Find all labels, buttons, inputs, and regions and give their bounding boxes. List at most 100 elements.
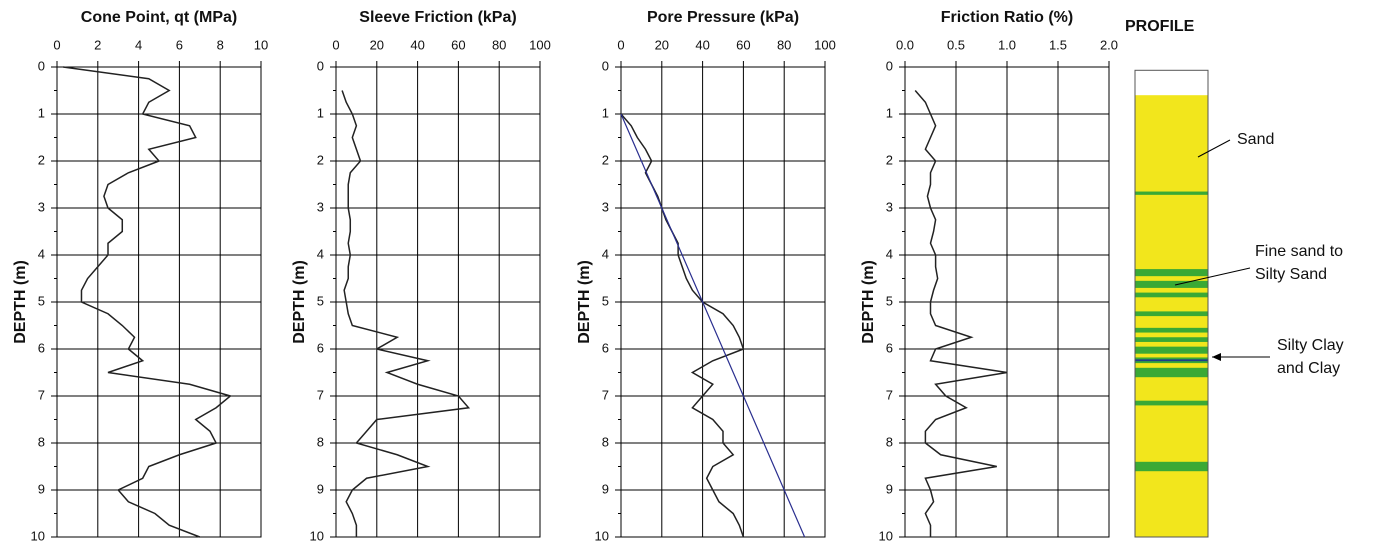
x-tick-label: 8 — [217, 37, 224, 52]
chart-title: Friction Ratio (%) — [941, 9, 1073, 26]
y-tick-label: 5 — [317, 293, 324, 308]
y-tick-label: 8 — [317, 434, 324, 449]
leader-line — [1197, 139, 1231, 158]
y-tick-label: 2 — [886, 152, 893, 167]
x-tick-label: 4 — [135, 37, 142, 52]
y-tick-label: 10 — [310, 528, 324, 543]
data-line — [914, 90, 1008, 537]
plot-frame — [904, 66, 1110, 538]
y-tick-label: 0 — [886, 58, 893, 73]
x-tick-label: 100 — [529, 37, 551, 52]
y-tick-label: 0 — [317, 58, 324, 73]
x-tick-label: 40 — [410, 37, 424, 52]
y-tick-label: 7 — [38, 387, 45, 402]
profile-layer — [1135, 367, 1208, 378]
y-tick-label: 9 — [602, 481, 609, 496]
profile-layer — [1135, 269, 1208, 277]
x-tick-label: 2.0 — [1100, 37, 1118, 52]
y-tick-label: 4 — [602, 246, 609, 261]
chart-title: PROFILE — [1125, 18, 1195, 35]
y-axis-label: DEPTH (m) — [576, 260, 593, 344]
x-tick-label: 80 — [777, 37, 791, 52]
y-tick-label: 10 — [595, 528, 609, 543]
y-tick-label: 10 — [879, 528, 893, 543]
y-tick-label: 6 — [317, 340, 324, 355]
y-axis-label: DEPTH (m) — [860, 260, 877, 344]
x-tick-label: 0 — [53, 37, 60, 52]
data-line — [63, 66, 232, 538]
y-tick-label: 9 — [886, 481, 893, 496]
profile-layer — [1135, 280, 1208, 288]
y-tick-label: 0 — [602, 58, 609, 73]
plot-frame — [335, 66, 541, 538]
x-tick-label: 20 — [370, 37, 384, 52]
y-axis-label: DEPTH (m) — [291, 260, 308, 344]
plot-frame — [620, 66, 826, 538]
y-tick-label: 2 — [602, 152, 609, 167]
profile-layer — [1135, 346, 1208, 354]
chart-title: Cone Point, qt (MPa) — [81, 9, 237, 26]
x-tick-label: 0 — [617, 37, 624, 52]
profile-frame — [1134, 69, 1209, 538]
y-tick-label: 2 — [317, 152, 324, 167]
chart-title: Pore Pressure (kPa) — [647, 9, 799, 26]
y-tick-label: 8 — [886, 434, 893, 449]
chart-title: Sleeve Friction (kPa) — [359, 9, 516, 26]
data-line — [620, 113, 745, 538]
y-tick-label: 7 — [886, 387, 893, 402]
y-tick-label: 1 — [38, 105, 45, 120]
profile-layer — [1135, 292, 1208, 298]
x-tick-label: 20 — [655, 37, 669, 52]
y-tick-label: 4 — [886, 246, 893, 261]
annotation: Silty Clay — [1277, 337, 1344, 354]
y-tick-label: 9 — [317, 481, 324, 496]
y-tick-label: 3 — [38, 199, 45, 214]
leader-line — [1174, 267, 1251, 286]
y-tick-label: 6 — [38, 340, 45, 355]
x-tick-label: 10 — [254, 37, 268, 52]
y-tick-label: 10 — [31, 528, 45, 543]
x-tick-label: 80 — [492, 37, 506, 52]
arrow-head — [1212, 353, 1221, 361]
x-tick-label: 1.5 — [1049, 37, 1067, 52]
y-tick-label: 5 — [602, 293, 609, 308]
y-tick-label: 2 — [38, 152, 45, 167]
profile-layer — [1135, 327, 1208, 333]
y-tick-label: 4 — [38, 246, 45, 261]
profile-layer — [1135, 400, 1208, 406]
x-tick-label: 60 — [736, 37, 750, 52]
y-tick-label: 8 — [602, 434, 609, 449]
x-tick-label: 0.5 — [947, 37, 965, 52]
y-tick-label: 1 — [602, 105, 609, 120]
profile-layer — [1135, 359, 1208, 362]
y-tick-label: 8 — [38, 434, 45, 449]
x-tick-label: 6 — [176, 37, 183, 52]
x-tick-label: 60 — [451, 37, 465, 52]
annotation: and Clay — [1277, 360, 1340, 377]
y-tick-label: 4 — [317, 246, 324, 261]
y-tick-label: 0 — [38, 58, 45, 73]
x-tick-label: 2 — [94, 37, 101, 52]
x-tick-label: 0.0 — [896, 37, 914, 52]
y-tick-label: 7 — [317, 387, 324, 402]
profile-layer — [1135, 191, 1208, 195]
profile-layer — [1135, 311, 1208, 317]
y-tick-label: 7 — [602, 387, 609, 402]
annotation: Silty Sand — [1255, 266, 1327, 283]
x-tick-label: 0 — [332, 37, 339, 52]
x-tick-label: 40 — [695, 37, 709, 52]
x-tick-label: 1.0 — [998, 37, 1016, 52]
data-line — [620, 113, 806, 538]
y-tick-label: 9 — [38, 481, 45, 496]
x-tick-label: 100 — [814, 37, 836, 52]
profile-layer — [1135, 337, 1208, 342]
y-tick-label: 3 — [602, 199, 609, 214]
profile-layer — [1135, 461, 1208, 472]
annotation: Fine sand to — [1255, 243, 1343, 260]
y-tick-label: 5 — [38, 293, 45, 308]
y-tick-label: 6 — [602, 340, 609, 355]
y-tick-label: 5 — [886, 293, 893, 308]
y-tick-label: 3 — [886, 199, 893, 214]
